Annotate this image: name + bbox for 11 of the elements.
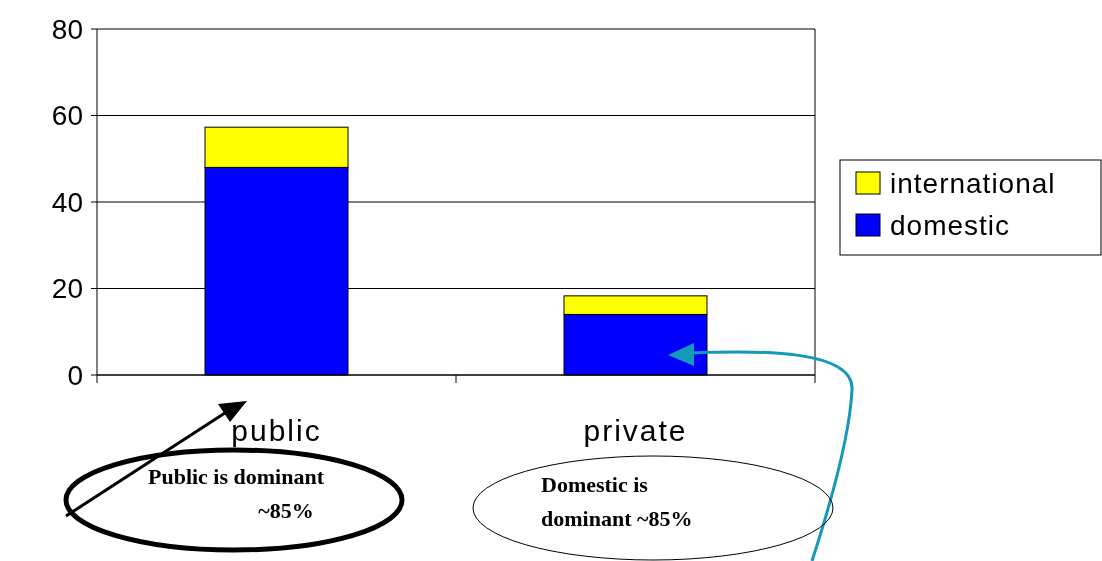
y-tick-label: 60 [51,100,83,132]
legend-label: international [890,167,1056,199]
y-tick-label: 0 [67,359,83,391]
x-tick-label: public [231,414,322,447]
legend-label: domestic [890,209,1011,241]
text: Public is dominant ~85% [147,464,325,523]
text: Domestic is dominant ~85% [541,472,693,531]
y-tick-label: 20 [51,273,83,305]
x-tick-label: private [583,414,688,447]
y-tick-label: 40 [51,186,83,218]
y-tick-label: 80 [51,13,83,45]
